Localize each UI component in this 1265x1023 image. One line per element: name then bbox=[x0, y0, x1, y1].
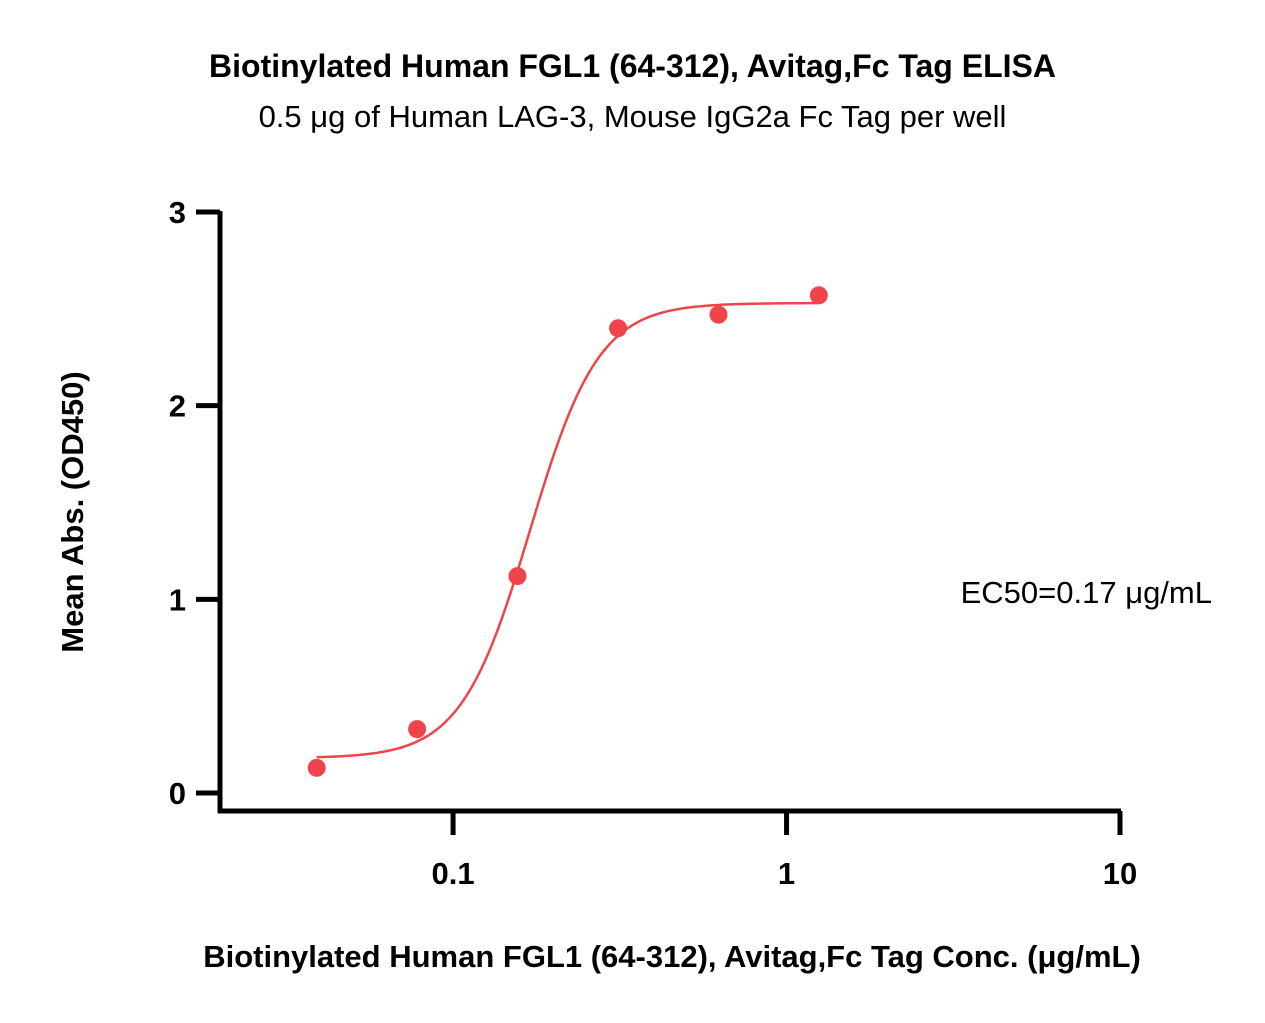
y-tick-label: 2 bbox=[169, 389, 186, 424]
data-point bbox=[609, 319, 628, 338]
y-tick-label: 1 bbox=[169, 582, 186, 617]
x-ticks: 0.1 1 10 bbox=[432, 811, 1137, 891]
data-point bbox=[408, 720, 427, 739]
x-tick-label: 1 bbox=[778, 856, 795, 891]
data-point bbox=[508, 567, 527, 586]
data-point bbox=[709, 305, 728, 324]
y-axis-title: Mean Abs. (OD450) bbox=[55, 371, 90, 652]
x-tick-label: 0.1 bbox=[432, 856, 475, 891]
axes bbox=[217, 211, 1121, 814]
fit-curve bbox=[316, 301, 819, 759]
chart-title: Biotinylated Human FGL1 (64-312), Avitag… bbox=[209, 48, 1056, 84]
data-point bbox=[307, 758, 326, 777]
x-axis-title: Biotinylated Human FGL1 (64-312), Avitag… bbox=[203, 939, 1141, 974]
data-points bbox=[307, 286, 828, 777]
y-ticks: 0 1 2 3 bbox=[169, 195, 220, 811]
data-point bbox=[809, 286, 828, 305]
ec50-annotation: EC50=0.17 μg/mL bbox=[961, 575, 1212, 610]
chart-subtitle: 0.5 μg of Human LAG-3, Mouse IgG2a Fc Ta… bbox=[258, 99, 1007, 134]
y-tick-label: 0 bbox=[169, 776, 186, 811]
x-tick-label: 10 bbox=[1103, 856, 1137, 891]
y-tick-label: 3 bbox=[169, 195, 186, 230]
